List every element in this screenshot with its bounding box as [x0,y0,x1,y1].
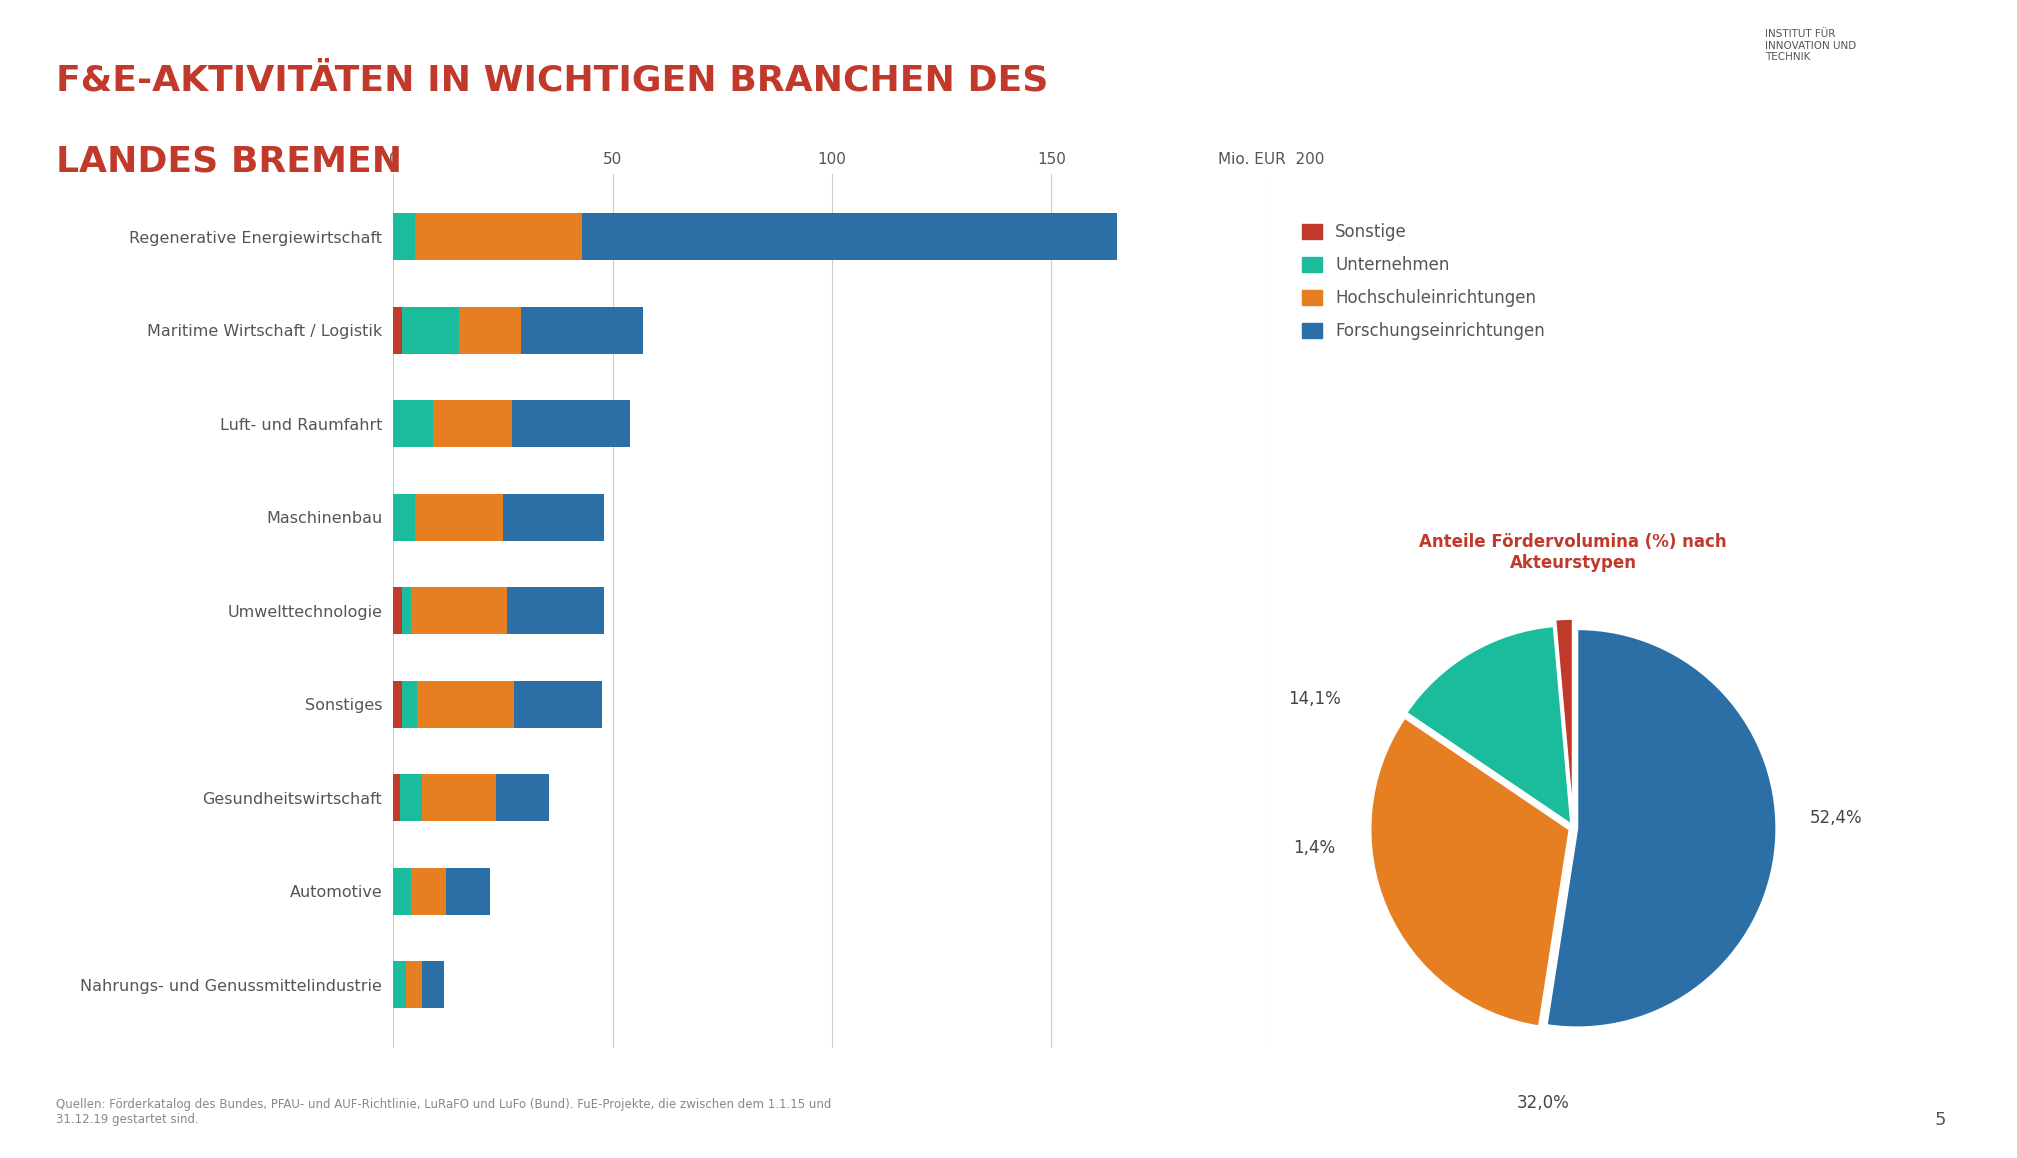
Bar [418,681,514,727]
Bar [520,307,643,353]
Text: 32,0%: 32,0% [1517,1094,1569,1112]
Bar [502,494,603,541]
Bar [460,307,520,353]
Bar [393,681,401,727]
Text: 52,4%: 52,4% [1809,809,1862,827]
Bar [411,587,508,635]
Bar [401,587,411,635]
Bar [512,401,629,447]
Bar [422,775,496,821]
Bar [399,775,422,821]
Bar [393,868,411,915]
Bar [446,868,490,915]
Bar [407,961,422,1009]
Text: 5: 5 [1934,1111,1946,1129]
Bar [416,213,583,261]
Bar [416,494,502,541]
Text: LANDES BREMEN: LANDES BREMEN [56,145,403,178]
Bar [401,681,418,727]
Bar [393,213,416,261]
Bar [393,494,416,541]
Text: INSTITUT FÜR
INNOVATION UND
TECHNIK: INSTITUT FÜR INNOVATION UND TECHNIK [1765,29,1856,63]
Text: Quellen: Förderkatalog des Bundes, PFAU- und AUF-Richtlinie, LuRaFO und LuFo (Bu: Quellen: Förderkatalog des Bundes, PFAU-… [56,1098,831,1126]
Bar [434,401,512,447]
Text: F&E-AKTIVITÄTEN IN WICHTIGEN BRANCHEN DES: F&E-AKTIVITÄTEN IN WICHTIGEN BRANCHEN DE… [56,64,1049,97]
Legend: Sonstige, Unternehmen, Hochschuleinrichtungen, Forschungseinrichtungen: Sonstige, Unternehmen, Hochschuleinricht… [1295,217,1551,347]
Bar [514,681,601,727]
Text: 14,1%: 14,1% [1289,689,1341,708]
Wedge shape [1370,718,1569,1026]
Wedge shape [1406,626,1571,824]
Bar [393,961,407,1009]
Bar [401,307,460,353]
Bar [393,587,401,635]
Bar [508,587,603,635]
Bar [393,307,401,353]
Bar [393,775,399,821]
Bar [496,775,549,821]
Title: Anteile Fördervolumina (%) nach
Akteurstypen: Anteile Fördervolumina (%) nach Akteurst… [1420,533,1727,572]
Wedge shape [1547,629,1777,1027]
Wedge shape [1555,618,1573,818]
Bar [422,961,444,1009]
Bar [583,213,1117,261]
Text: 1,4%: 1,4% [1293,838,1335,857]
Bar [411,868,446,915]
Bar [393,401,434,447]
